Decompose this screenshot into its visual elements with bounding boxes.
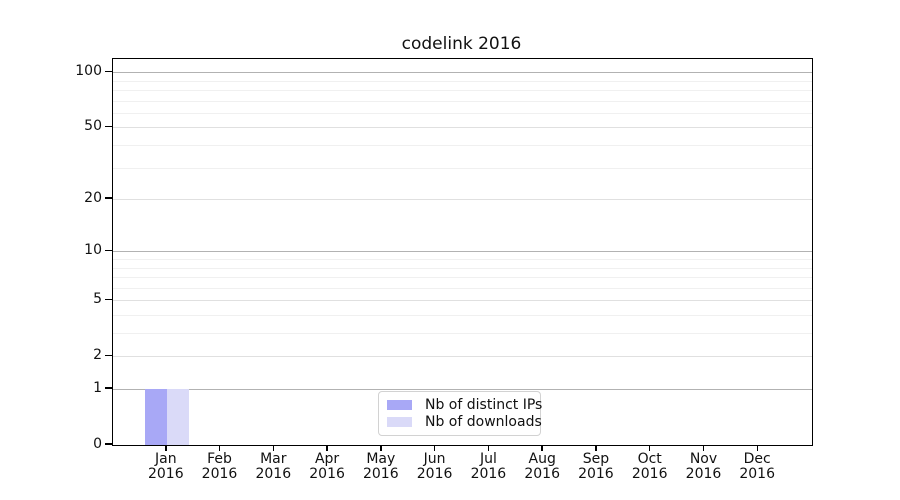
gridline bbox=[113, 259, 812, 260]
y-tick-label: 5 bbox=[93, 291, 102, 308]
gridline bbox=[113, 113, 812, 114]
gridline bbox=[113, 389, 812, 390]
x-tick-label: Mar 2016 bbox=[255, 451, 292, 482]
y-tick-mark bbox=[105, 298, 112, 300]
x-tick-label: Oct 2016 bbox=[631, 451, 668, 482]
x-tick-label: Nov 2016 bbox=[685, 451, 722, 482]
y-tick-mark bbox=[105, 387, 112, 389]
legend: Nb of distinct IPs Nb of downloads bbox=[378, 391, 542, 436]
x-tick-label: Jun 2016 bbox=[416, 451, 453, 482]
y-tick-label: 50 bbox=[84, 118, 102, 135]
legend-label: Nb of distinct IPs bbox=[425, 397, 543, 413]
x-tick-label: May 2016 bbox=[362, 451, 399, 482]
gridline bbox=[113, 90, 812, 92]
y-tick-mark bbox=[105, 354, 112, 356]
y-tick-mark bbox=[105, 125, 112, 128]
gridline bbox=[113, 277, 812, 278]
gridline bbox=[113, 287, 812, 289]
chart-title: codelink 2016 bbox=[401, 34, 522, 54]
x-tick-label: Jul 2016 bbox=[470, 451, 507, 482]
x-tick-mark bbox=[433, 445, 436, 451]
x-tick-mark bbox=[487, 445, 490, 451]
x-tick-label: Dec 2016 bbox=[739, 451, 775, 482]
legend-swatch-downloads bbox=[387, 417, 412, 427]
x-tick-label: Apr 2016 bbox=[309, 451, 345, 482]
gridline bbox=[113, 167, 812, 169]
gridline bbox=[113, 267, 812, 269]
gridline bbox=[113, 315, 812, 316]
y-tick-label: 1 bbox=[93, 380, 102, 396]
x-tick-mark bbox=[648, 445, 651, 451]
y-tick-label: 2 bbox=[93, 347, 102, 364]
y-tick-mark bbox=[105, 443, 112, 445]
y-tick-mark bbox=[105, 197, 112, 199]
x-tick-mark bbox=[218, 445, 221, 451]
gridline bbox=[113, 72, 812, 74]
x-tick-mark bbox=[702, 445, 705, 451]
y-tick-mark bbox=[105, 70, 112, 72]
gridline bbox=[113, 300, 812, 302]
y-tick-mark bbox=[105, 249, 112, 252]
legend-swatch-distinct-ips bbox=[387, 400, 412, 410]
y-tick-label: 20 bbox=[84, 190, 102, 207]
x-tick-label: Feb 2016 bbox=[201, 451, 238, 482]
gridline bbox=[113, 199, 812, 201]
x-tick-mark bbox=[756, 445, 758, 451]
x-tick-mark bbox=[326, 445, 328, 451]
plot-area bbox=[112, 58, 813, 446]
legend-entry: Nb of distinct IPs bbox=[387, 397, 542, 413]
x-tick-label: Aug 2016 bbox=[524, 451, 560, 482]
x-tick-mark bbox=[165, 445, 167, 451]
gridline bbox=[113, 356, 812, 358]
gridline bbox=[113, 100, 812, 102]
gridline bbox=[113, 127, 812, 129]
y-tick-label: 0 bbox=[93, 436, 102, 452]
gridline bbox=[113, 251, 812, 253]
x-tick-mark bbox=[595, 445, 597, 451]
bar-nb-of-distinct-ips bbox=[144, 389, 167, 445]
x-tick-mark bbox=[380, 445, 382, 451]
legend-label: Nb of downloads bbox=[425, 414, 542, 430]
y-tick-label: 10 bbox=[84, 242, 102, 259]
x-tick-label: Jan 2016 bbox=[147, 451, 184, 482]
gridline bbox=[113, 333, 812, 334]
bar-nb-of-downloads bbox=[166, 389, 189, 445]
x-tick-mark bbox=[541, 445, 543, 451]
gridline bbox=[113, 80, 812, 82]
y-tick-label: 100 bbox=[75, 63, 102, 80]
x-tick-label: Sep 2016 bbox=[578, 451, 614, 482]
legend-entry: Nb of downloads bbox=[387, 414, 542, 430]
x-tick-mark bbox=[272, 445, 275, 451]
gridline bbox=[113, 145, 812, 147]
